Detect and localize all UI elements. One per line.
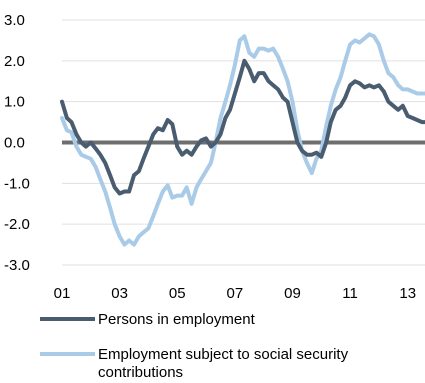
y-tick-label: -1.0 [4, 175, 30, 192]
legend-label-social-security-employment: Employment subject to social security con… [98, 346, 349, 381]
x-tick-label: 05 [169, 285, 186, 302]
x-tick-label: 13 [399, 285, 416, 302]
x-tick-label: 07 [227, 285, 244, 302]
y-tick-label: 1.0 [4, 94, 25, 111]
y-tick-label: -2.0 [4, 216, 30, 233]
x-tick-label: 09 [284, 285, 301, 302]
series-line-1 [60, 32, 425, 247]
x-tick-label: 11 [342, 285, 358, 302]
x-tick-label: 03 [111, 285, 128, 302]
x-axis-ticks: 01 03 05 07 09 11 13 [54, 285, 416, 302]
y-axis-ticks: 3.0 2.0 1.0 0.0 -1.0 -2.0 -3.0 [4, 12, 30, 274]
y-tick-label: 2.0 [4, 53, 25, 70]
y-tick-label: -3.0 [4, 257, 30, 274]
x-tick-label: 01 [54, 285, 71, 302]
legend: Persons in employment Employment subject… [40, 311, 349, 381]
legend-label-persons-in-employment: Persons in employment [98, 311, 256, 328]
series-layer [60, 32, 425, 247]
series-line-0 [60, 58, 425, 196]
y-tick-label: 3.0 [4, 12, 25, 29]
y-tick-label: 0.0 [4, 135, 25, 152]
gridlines [62, 19, 425, 266]
